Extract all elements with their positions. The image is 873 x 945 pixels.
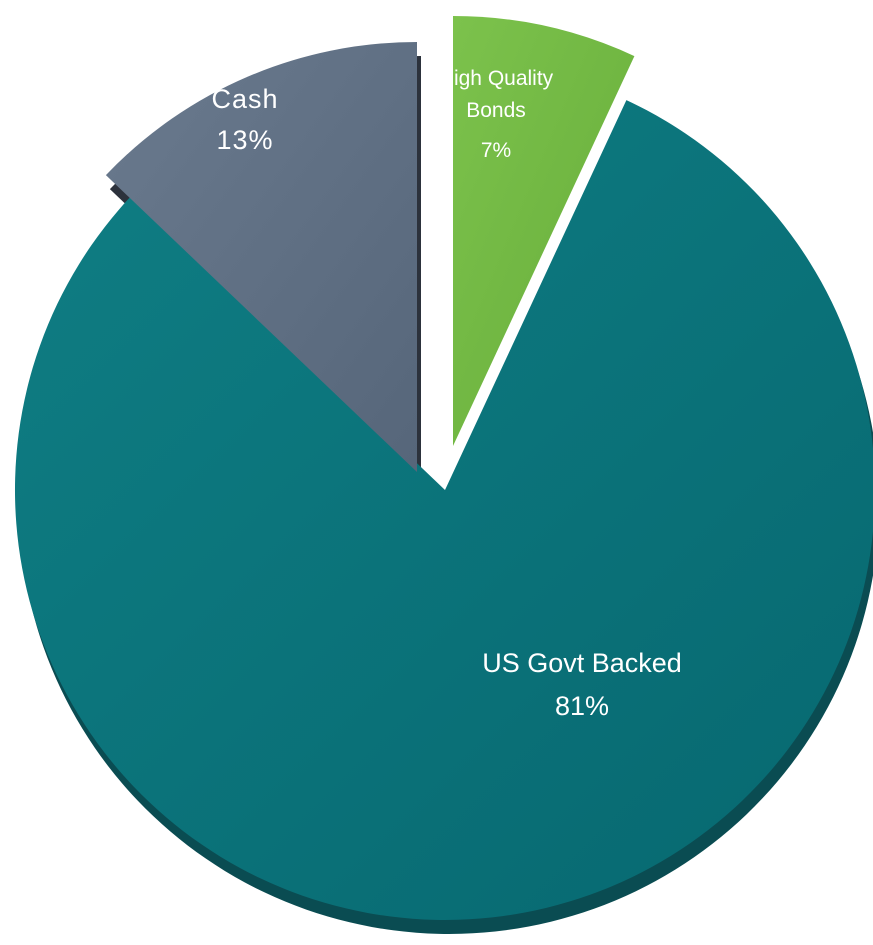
hq-bonds-label-name-line2: Bonds [466, 99, 526, 122]
cash-label-name: Cash [211, 84, 278, 114]
hq-bonds-label-pct: 7% [481, 139, 511, 162]
high-quality-bonds-label: High Quality Bonds 7% [439, 67, 554, 162]
hq-bonds-label-name-line1: High Quality [439, 67, 554, 90]
high-quality-bonds-slice[interactable] [453, 15, 635, 446]
cash-slice[interactable] [105, 41, 418, 472]
us-govt-label: US Govt Backed 81% [482, 648, 682, 721]
us-govt-label-name: US Govt Backed [482, 648, 682, 678]
us-govt-label-pct: 81% [555, 691, 609, 721]
cash-label-pct: 13% [216, 125, 273, 155]
cash-label: Cash 13% [211, 84, 278, 155]
us-govt-slice[interactable] [14, 100, 873, 920]
